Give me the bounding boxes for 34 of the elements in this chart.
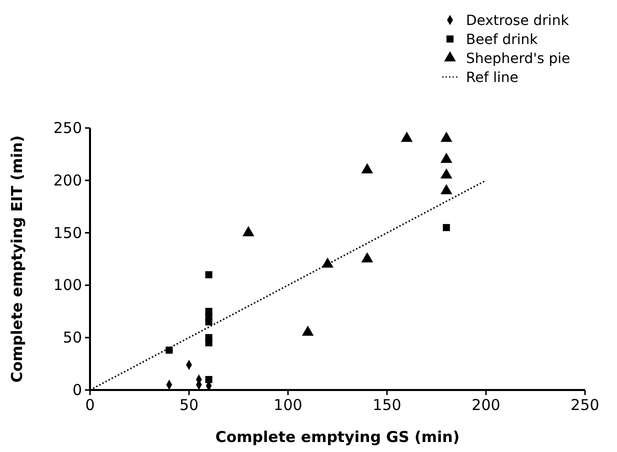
legend-label: Dextrose drink	[466, 13, 570, 29]
point	[361, 163, 374, 174]
y-tick-label: 250	[53, 119, 82, 137]
y-tick-label: 200	[53, 171, 82, 190]
point	[440, 168, 452, 179]
point	[205, 339, 212, 346]
x-tick-label: 0	[85, 396, 95, 414]
point	[205, 271, 212, 278]
point	[440, 184, 452, 194]
point	[205, 318, 212, 326]
x-tick-label: 200	[472, 396, 500, 414]
point	[166, 346, 173, 354]
point	[440, 132, 452, 142]
point	[242, 226, 254, 236]
y-tick-label: 50	[62, 328, 82, 347]
y-tick-label: 100	[53, 276, 82, 294]
y-tick-label: 150	[53, 224, 82, 242]
x-tick-label: 100	[274, 396, 302, 414]
point	[302, 326, 314, 336]
point	[440, 152, 452, 163]
legend-label: Shepherd's pie	[466, 51, 570, 67]
legend-label: Beef drink	[466, 32, 539, 48]
y-tick-label: 0	[72, 381, 82, 399]
point	[322, 257, 334, 268]
y-axis-title: Complete emptying EIT (min)	[8, 135, 26, 383]
point	[400, 132, 413, 142]
x-tick-label: 250	[570, 396, 600, 414]
x-axis-title: Complete emptying GS (min)	[215, 428, 460, 446]
x-tick-label: 150	[372, 396, 402, 414]
legend-label: Ref line	[466, 70, 518, 86]
x-tick-label: 50	[179, 396, 199, 414]
point	[442, 224, 450, 232]
point	[205, 376, 212, 384]
point	[361, 252, 374, 262]
